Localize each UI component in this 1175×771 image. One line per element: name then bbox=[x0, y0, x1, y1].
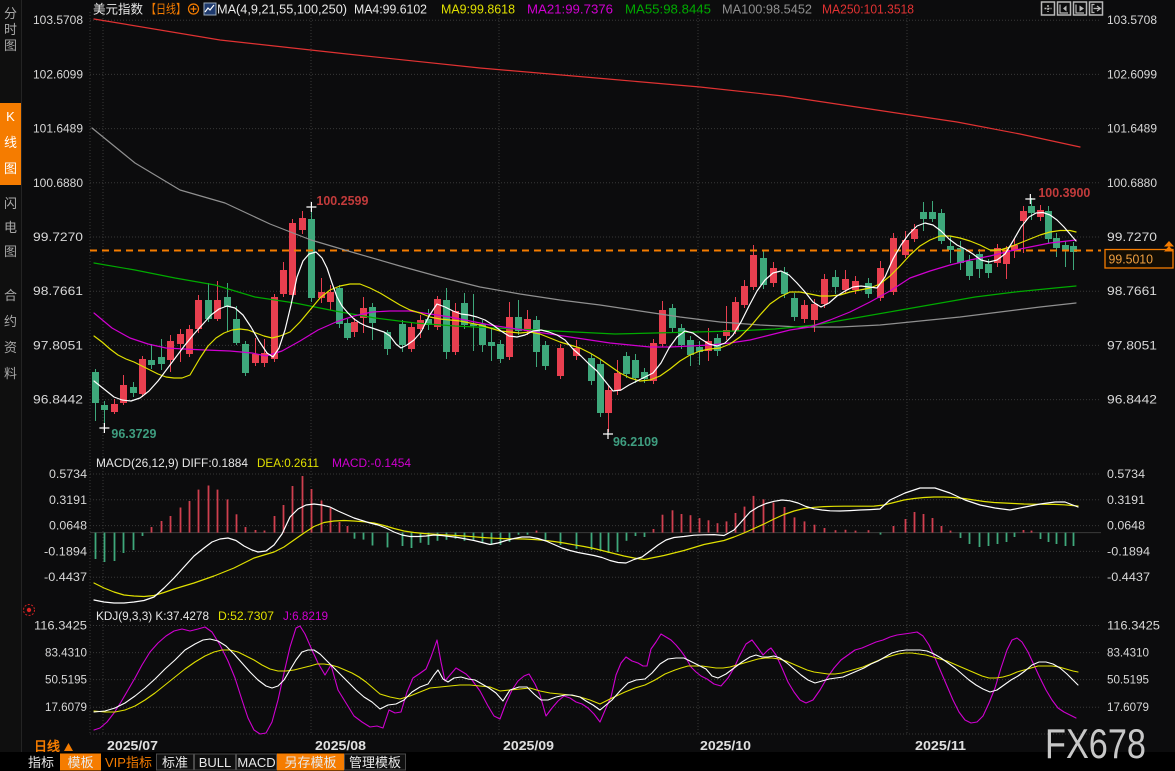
svg-text:99.7270: 99.7270 bbox=[1107, 232, 1157, 244]
svg-text:MA9:99.8618: MA9:99.8618 bbox=[441, 3, 515, 17]
svg-text:97.8051: 97.8051 bbox=[1107, 340, 1157, 352]
svg-text:MA100:98.5452: MA100:98.5452 bbox=[722, 3, 812, 17]
svg-text:50.5195: 50.5195 bbox=[45, 675, 87, 687]
svg-text:电: 电 bbox=[4, 220, 17, 235]
svg-text:2025/08: 2025/08 bbox=[315, 738, 366, 753]
svg-text:图: 图 bbox=[4, 38, 17, 53]
svg-text:0.3191: 0.3191 bbox=[49, 495, 87, 507]
svg-text:83.4310: 83.4310 bbox=[1107, 648, 1149, 660]
svg-text:103.5708: 103.5708 bbox=[33, 15, 83, 27]
svg-text:标准: 标准 bbox=[162, 755, 188, 770]
svg-text:约: 约 bbox=[4, 314, 17, 329]
svg-text:2025/11: 2025/11 bbox=[915, 738, 966, 753]
svg-text:美元指数: 美元指数 bbox=[93, 2, 144, 17]
svg-text:50.5195: 50.5195 bbox=[1107, 675, 1149, 687]
svg-text:管理模板: 管理模板 bbox=[349, 755, 401, 770]
svg-text:96.3729: 96.3729 bbox=[111, 427, 156, 441]
svg-text:日线: 日线 bbox=[34, 739, 60, 754]
svg-text:103.5708: 103.5708 bbox=[1107, 15, 1157, 27]
svg-text:MA4:99.6102: MA4:99.6102 bbox=[354, 3, 427, 17]
svg-text:96.8442: 96.8442 bbox=[33, 395, 83, 407]
svg-text:17.6079: 17.6079 bbox=[45, 702, 87, 714]
svg-text:图: 图 bbox=[4, 161, 17, 176]
svg-text:合: 合 bbox=[4, 288, 17, 303]
svg-text:线: 线 bbox=[4, 135, 17, 150]
svg-text:MACD:-0.1454: MACD:-0.1454 bbox=[332, 456, 411, 470]
svg-text:100.2599: 100.2599 bbox=[316, 194, 368, 208]
svg-text:100.6880: 100.6880 bbox=[1107, 178, 1157, 190]
svg-text:-0.1894: -0.1894 bbox=[44, 546, 88, 558]
svg-text:99.7270: 99.7270 bbox=[33, 232, 83, 244]
svg-text:0.5734: 0.5734 bbox=[1107, 469, 1146, 481]
svg-text:分: 分 bbox=[4, 6, 17, 21]
svg-text:-0.1894: -0.1894 bbox=[1107, 546, 1151, 558]
svg-text:MA55:98.8445: MA55:98.8445 bbox=[625, 3, 711, 17]
svg-text:K: K bbox=[6, 109, 15, 124]
svg-text:102.6099: 102.6099 bbox=[1107, 69, 1157, 81]
svg-text:0.5734: 0.5734 bbox=[49, 469, 88, 481]
svg-text:FX678: FX678 bbox=[1045, 720, 1146, 767]
svg-text:D:52.7307: D:52.7307 bbox=[218, 609, 274, 623]
svg-text:2025/10: 2025/10 bbox=[700, 738, 751, 753]
svg-text:【日线】: 【日线】 bbox=[146, 3, 186, 17]
svg-text:101.6489: 101.6489 bbox=[33, 124, 83, 136]
svg-text:MA21:99.7376: MA21:99.7376 bbox=[527, 3, 613, 17]
svg-text:17.6079: 17.6079 bbox=[1107, 702, 1149, 714]
svg-text:96.8442: 96.8442 bbox=[1107, 395, 1157, 407]
svg-text:模板: 模板 bbox=[67, 755, 93, 770]
svg-text:116.3425: 116.3425 bbox=[34, 621, 87, 633]
svg-text:MA250:101.3518: MA250:101.3518 bbox=[822, 3, 914, 17]
svg-text:VIP指标: VIP指标 bbox=[105, 755, 152, 770]
svg-text:指标: 指标 bbox=[28, 755, 54, 770]
svg-text:99.5010: 99.5010 bbox=[1109, 253, 1154, 267]
svg-text:0.0648: 0.0648 bbox=[49, 521, 87, 533]
svg-text:101.6489: 101.6489 bbox=[1107, 124, 1157, 136]
svg-text:116.3425: 116.3425 bbox=[1107, 621, 1160, 633]
svg-text:图: 图 bbox=[4, 244, 17, 259]
svg-text:100.3900: 100.3900 bbox=[1038, 186, 1090, 200]
svg-text:时: 时 bbox=[4, 22, 17, 37]
svg-text:102.6099: 102.6099 bbox=[33, 69, 83, 81]
svg-text:-0.4437: -0.4437 bbox=[44, 572, 87, 584]
svg-text:MA(4,9,21,55,100,250): MA(4,9,21,55,100,250) bbox=[217, 3, 347, 17]
svg-text:BULL: BULL bbox=[199, 755, 232, 770]
svg-text:KDJ(9,3,3) K:37.4278: KDJ(9,3,3) K:37.4278 bbox=[96, 609, 209, 623]
svg-text:2025/09: 2025/09 bbox=[503, 738, 554, 753]
svg-text:-0.4437: -0.4437 bbox=[1107, 572, 1150, 584]
svg-text:另存模板: 另存模板 bbox=[284, 755, 336, 770]
svg-text:0.3191: 0.3191 bbox=[1107, 495, 1145, 507]
svg-text:MACD(26,12,9) DIFF:0.1884: MACD(26,12,9) DIFF:0.1884 bbox=[96, 456, 248, 470]
svg-text:料: 料 bbox=[4, 366, 17, 381]
svg-text:83.4310: 83.4310 bbox=[45, 648, 87, 660]
svg-text:100.6880: 100.6880 bbox=[33, 178, 83, 190]
svg-text:97.8051: 97.8051 bbox=[33, 340, 83, 352]
svg-text:0.0648: 0.0648 bbox=[1107, 521, 1145, 533]
svg-text:MACD: MACD bbox=[237, 755, 275, 770]
svg-text:J:6.8219: J:6.8219 bbox=[283, 609, 328, 623]
svg-text:2025/07: 2025/07 bbox=[107, 738, 158, 753]
svg-text:98.7661: 98.7661 bbox=[1107, 286, 1157, 298]
svg-text:资: 资 bbox=[4, 340, 17, 355]
svg-text:96.2109: 96.2109 bbox=[613, 435, 658, 449]
svg-text:DEA:0.2611: DEA:0.2611 bbox=[257, 456, 319, 470]
svg-text:98.7661: 98.7661 bbox=[33, 286, 83, 298]
svg-text:闪: 闪 bbox=[4, 196, 17, 211]
